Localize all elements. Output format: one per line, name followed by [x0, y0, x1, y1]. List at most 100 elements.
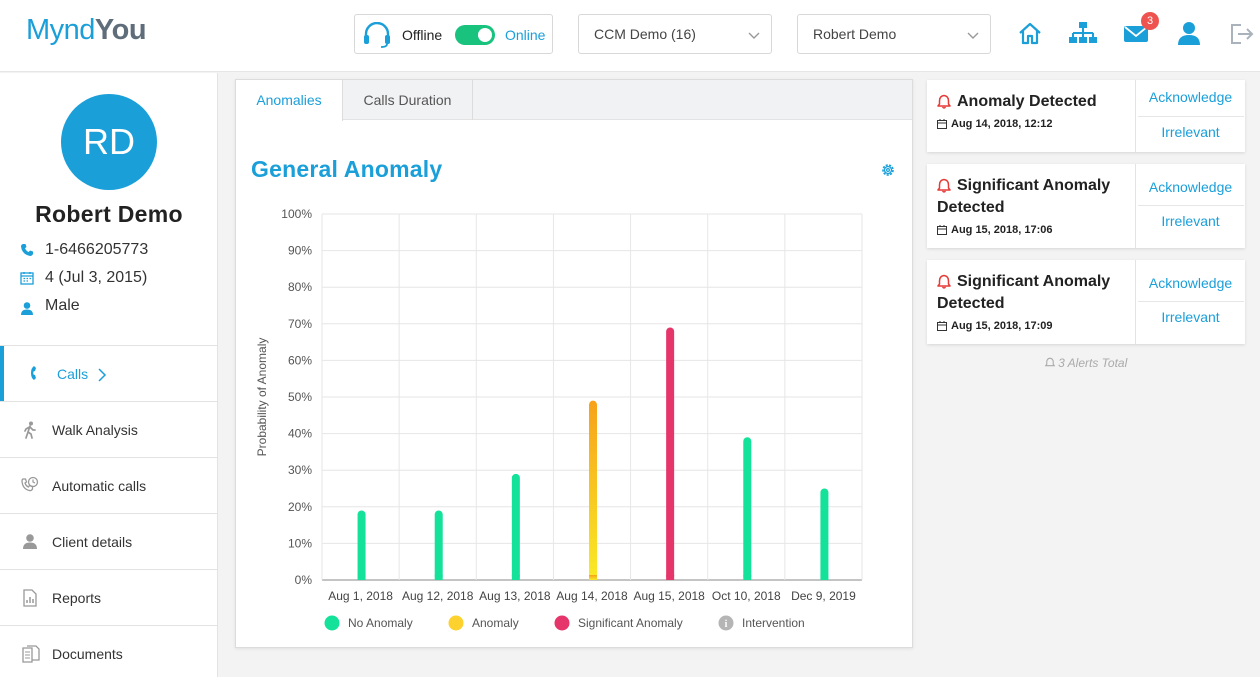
- sidebar-item-label: Reports: [52, 590, 102, 606]
- sidebar-item-calls[interactable]: Calls: [0, 345, 218, 402]
- legend-label: Significant Anomaly: [578, 616, 683, 630]
- alert-card: Anomaly Detected Aug 14, 2018, 12:12 Ack…: [927, 80, 1245, 152]
- irrelevant-button[interactable]: Irrelevant: [1161, 124, 1220, 140]
- patient-name: Robert Demo: [35, 201, 183, 227]
- toggle-knob: [478, 28, 492, 42]
- chevron-down-icon: [748, 32, 760, 39]
- patient-sidebar: RD Robert Demo 1-6466205773 4 (Jul 3, 20…: [0, 73, 218, 677]
- alert-card: Significant Anomaly Detected Aug 15, 201…: [927, 260, 1245, 344]
- alerts-total: 3 Alerts Total: [927, 356, 1245, 370]
- irrelevant-button[interactable]: Irrelevant: [1161, 213, 1220, 229]
- patient-select-value: Robert Demo: [813, 26, 897, 42]
- patient-select[interactable]: Robert Demo: [797, 14, 991, 54]
- sidebar-item-client-details[interactable]: Client details: [0, 513, 218, 569]
- legend-swatch: [324, 615, 340, 631]
- bell-icon: [1044, 357, 1056, 367]
- divider: [1138, 116, 1244, 117]
- irrelevant-button[interactable]: Irrelevant: [1161, 309, 1220, 325]
- acknowledge-button[interactable]: Acknowledge: [1148, 179, 1233, 195]
- sidebar-item-walk-analysis[interactable]: Walk Analysis: [0, 401, 218, 457]
- bell-icon: [937, 274, 951, 289]
- availability-status: Offline Online: [354, 14, 553, 54]
- x-tick-label: Aug 15, 2018: [633, 589, 705, 603]
- patient-gender-value: Male: [45, 297, 80, 314]
- bar-base: [511, 575, 520, 580]
- phone-icon: [31, 366, 36, 380]
- y-tick-label: 70%: [288, 317, 312, 331]
- panel-tabs: Anomalies Calls Duration: [236, 80, 912, 121]
- alert-title: Anomaly Detected: [937, 91, 1127, 113]
- bar-base: [820, 575, 829, 580]
- gear-icon[interactable]: [880, 162, 896, 178]
- offline-label: Offline: [402, 27, 443, 43]
- bar-base: [666, 575, 675, 580]
- walk-icon: [24, 421, 36, 439]
- y-tick-label: 0%: [295, 573, 313, 587]
- sidebar-item-reports[interactable]: Reports: [0, 569, 218, 625]
- alert-title-text: Significant Anomaly Detected: [937, 273, 1111, 312]
- sidebar-item-label: Automatic calls: [52, 478, 147, 494]
- alert-actions: Acknowledge Irrelevant: [1135, 164, 1245, 248]
- y-tick-label: 80%: [288, 280, 312, 294]
- online-label: Online: [505, 27, 546, 43]
- y-tick-label: 30%: [288, 463, 312, 477]
- logout-icon[interactable]: [1229, 23, 1255, 45]
- alert-title-text: Anomaly Detected: [957, 93, 1097, 110]
- x-tick-label: Dec 9, 2019: [791, 589, 856, 603]
- logo-text-mynd: Mynd: [26, 14, 95, 46]
- mail-badge: 3: [1141, 12, 1159, 30]
- acknowledge-button[interactable]: Acknowledge: [1148, 89, 1233, 105]
- person-icon: [23, 534, 37, 549]
- logo-text-you: You: [94, 14, 147, 46]
- calendar-icon: [937, 119, 947, 129]
- sidebar-item-automatic-calls[interactable]: Automatic calls: [0, 457, 218, 513]
- sidebar-menu: Calls Walk Analysis Automatic calls Clie…: [0, 345, 218, 677]
- calendar-icon: [20, 272, 34, 285]
- anomaly-bar-chart: 0% 10% 20% 30% 40% 50% 60% 70% 80% 90% 100% Probabi…: [255, 207, 863, 631]
- sidebar-item-label: Client details: [52, 534, 133, 550]
- bar-base: [743, 575, 752, 580]
- bell-icon: [937, 178, 951, 193]
- alert-date-value: Aug 15, 2018, 17:06: [951, 224, 1053, 236]
- chevron-down-icon: [967, 32, 979, 39]
- online-toggle[interactable]: [455, 25, 495, 45]
- alert-actions: Acknowledge Irrelevant: [1135, 260, 1245, 344]
- user-icon[interactable]: [1176, 20, 1202, 46]
- app-logo[interactable]: MyndYou: [26, 14, 147, 47]
- legend-label: No Anomaly: [348, 616, 413, 630]
- auto-call-icon: [21, 476, 39, 492]
- mail-icon[interactable]: [1123, 24, 1149, 44]
- y-tick-label: 60%: [288, 353, 312, 367]
- bar-base: [357, 575, 366, 580]
- sidebar-item-documents[interactable]: Documents: [0, 625, 218, 677]
- bar: [666, 327, 675, 580]
- y-tick-label: 50%: [288, 390, 312, 404]
- acknowledge-button[interactable]: Acknowledge: [1148, 275, 1233, 291]
- legend-swatch: [718, 615, 734, 631]
- y-tick-label: 100%: [281, 207, 312, 221]
- tab-anomalies[interactable]: Anomalies: [236, 80, 343, 121]
- alert-title-text: Significant Anomaly Detected: [937, 177, 1111, 216]
- legend-label: Anomaly: [472, 616, 519, 630]
- chevron-right-icon: [98, 368, 107, 382]
- x-tick-label: Aug 12, 2018: [402, 589, 474, 603]
- alert-title: Significant Anomaly Detected: [937, 271, 1127, 315]
- alert-card: Significant Anomaly Detected Aug 15, 201…: [927, 164, 1245, 248]
- legend-swatch: [554, 615, 570, 631]
- ccm-select[interactable]: CCM Demo (16): [578, 14, 772, 54]
- x-tick-label: Aug 13, 2018: [479, 589, 551, 603]
- alerts-total-text: 3 Alerts Total: [1058, 356, 1128, 370]
- bar: [434, 510, 443, 580]
- bar-base: [589, 575, 597, 580]
- info-icon: i: [725, 619, 728, 630]
- sidebar-item-label: Walk Analysis: [52, 422, 138, 438]
- legend-swatch: [448, 615, 464, 631]
- headset-icon: [364, 22, 390, 48]
- y-tick-label: 10%: [288, 536, 312, 550]
- alert-title: Significant Anomaly Detected: [937, 175, 1127, 219]
- tab-calls-duration[interactable]: Calls Duration: [343, 80, 473, 120]
- bar-base: [434, 575, 443, 580]
- org-tree-icon[interactable]: [1068, 20, 1098, 46]
- bar: [743, 437, 752, 580]
- home-icon[interactable]: [1017, 20, 1043, 46]
